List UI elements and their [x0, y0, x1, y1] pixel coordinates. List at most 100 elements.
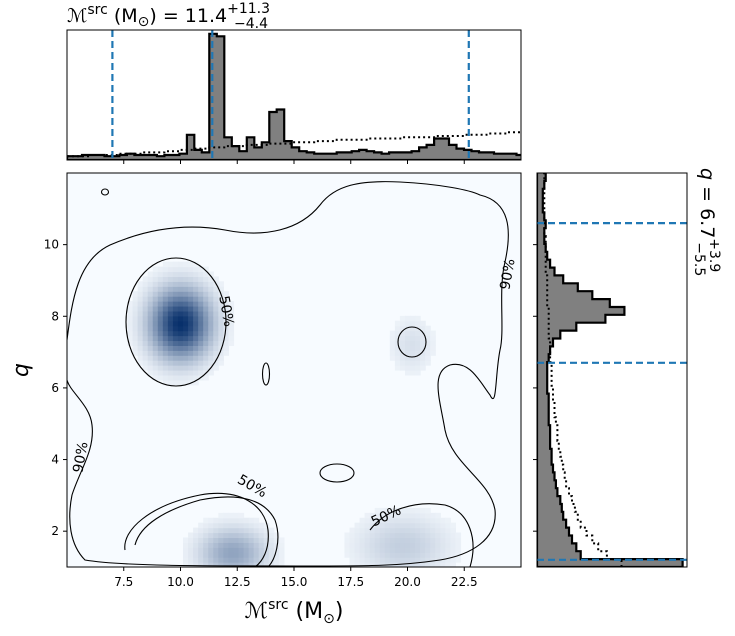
density-cell: [172, 350, 179, 356]
density-cell: [177, 379, 184, 386]
density-cell: [203, 276, 209, 282]
density-cell: [193, 276, 199, 282]
density-cell: [420, 340, 426, 346]
density-cell: [127, 335, 134, 342]
density-cell: [188, 291, 194, 297]
density-cell: [213, 320, 219, 327]
density-cell: [415, 512, 421, 519]
density-cell: [238, 532, 245, 539]
density-cell: [389, 345, 396, 351]
density-cell: [248, 527, 255, 534]
density-cell: [435, 562, 441, 567]
density-cell: [425, 537, 431, 543]
density-cell: [399, 325, 406, 332]
density-cell: [389, 557, 396, 563]
density-cell: [137, 340, 144, 346]
density-cell: [147, 310, 154, 317]
density-cell: [420, 527, 426, 534]
density-cell: [369, 557, 376, 563]
density-cell: [364, 542, 371, 548]
density-cell: [203, 517, 209, 524]
contour-50-peak: [125, 257, 227, 387]
density-cell: [218, 340, 224, 346]
marginal-y-frame: [536, 172, 688, 568]
density-cell: [188, 532, 194, 539]
density-cell: [379, 517, 386, 524]
density-cell: [162, 340, 169, 346]
density-cell: [420, 360, 426, 366]
density-cell: [203, 330, 209, 337]
density-cell: [188, 305, 194, 312]
x-axis-label-unit-sub: ⊙: [323, 611, 335, 627]
density-cell: [167, 360, 174, 366]
density-cell: [268, 552, 275, 558]
density-cell: [218, 552, 224, 558]
density-cell: [410, 532, 416, 539]
density-cell: [243, 522, 250, 529]
density-cell: [167, 340, 174, 346]
density-cell: [213, 537, 219, 543]
density-cell: [137, 301, 144, 307]
density-cell: [404, 335, 411, 342]
density-cell: [430, 532, 436, 539]
density-cell: [188, 557, 194, 563]
right-title-symbol: q =: [696, 168, 718, 208]
density-cell: [132, 320, 139, 327]
density-cell: [394, 365, 401, 371]
density-cell: [233, 517, 240, 524]
density-cell: [228, 340, 235, 346]
density-cell: [369, 552, 376, 558]
density-cell: [445, 562, 451, 567]
density-cell: [193, 335, 199, 342]
density-cell: [410, 350, 416, 356]
density-cell: [193, 340, 199, 346]
density-cell: [248, 537, 255, 543]
density-cell: [152, 365, 159, 371]
density-cell: [157, 345, 164, 351]
density-cell: [172, 340, 179, 346]
density-cell: [253, 517, 260, 524]
density-cell: [420, 350, 426, 356]
density-cell: [248, 522, 255, 529]
density-cell: [142, 301, 149, 307]
density-cell: [425, 360, 431, 366]
density-cell: [425, 350, 431, 356]
density-cell: [147, 365, 154, 371]
y-tick-label-2: 6: [51, 381, 59, 395]
density-cell: [430, 527, 436, 534]
density-cell: [147, 301, 154, 307]
density-cell: [233, 512, 240, 519]
density-cell: [359, 547, 366, 553]
density-cell: [147, 320, 154, 327]
density-cell: [167, 271, 174, 278]
density-cell: [203, 301, 209, 307]
density-cell: [213, 517, 219, 524]
top-title-unit-sub: ⊙: [138, 14, 150, 30]
density-cell: [172, 315, 179, 322]
density-cell: [137, 335, 144, 342]
density-cell: [415, 335, 421, 342]
density-cell: [445, 527, 451, 534]
density-cell: [399, 355, 406, 361]
density-cell: [233, 542, 240, 548]
density-cell: [162, 271, 169, 278]
density-cell: [193, 271, 199, 278]
density-cell: [273, 562, 280, 567]
density-cell: [147, 281, 154, 287]
density-cell: [193, 296, 199, 302]
density-cell: [238, 557, 245, 563]
density-cell: [183, 370, 189, 376]
density-cell: [404, 537, 411, 543]
density-cell: [157, 340, 164, 346]
density-cell: [399, 335, 406, 342]
density-cell: [228, 562, 235, 567]
density-cell: [193, 330, 199, 337]
density-cell: [177, 365, 184, 371]
density-cell: [435, 527, 441, 534]
density-cell: [243, 537, 250, 543]
density-cell: [223, 537, 230, 543]
density-cell: [389, 350, 396, 356]
density-cell: [410, 330, 416, 337]
density-cell: [147, 370, 154, 376]
density-cell: [263, 522, 270, 529]
